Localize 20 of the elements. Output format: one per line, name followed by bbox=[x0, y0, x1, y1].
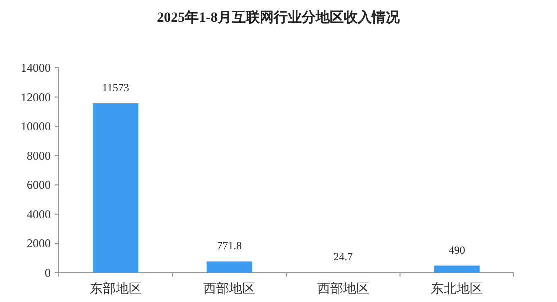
x-tick-label: 西部地区 bbox=[317, 281, 370, 296]
y-tick-label: 14000 bbox=[21, 61, 51, 75]
x-tick-label: 东部地区 bbox=[90, 281, 142, 296]
chart-title: 2025年1-8月互联网行业分地区收入情况 bbox=[157, 10, 401, 26]
y-tick-label: 12000 bbox=[21, 90, 51, 104]
y-tick-label: 0 bbox=[45, 266, 51, 280]
bar bbox=[434, 266, 480, 273]
data-label: 490 bbox=[448, 244, 466, 257]
y-tick-label: 10000 bbox=[21, 120, 51, 134]
y-tick-label: 8000 bbox=[27, 148, 51, 163]
data-label: 11573 bbox=[102, 82, 130, 95]
x-tick-label: 东北地区 bbox=[431, 281, 484, 296]
bar bbox=[206, 262, 252, 273]
y-tick-label: 2000 bbox=[27, 236, 51, 251]
y-tick-label: 6000 bbox=[27, 178, 51, 192]
data-label: 24.7 bbox=[334, 252, 354, 264]
x-tick-label: 西部地区 bbox=[204, 281, 256, 296]
bar bbox=[93, 104, 139, 273]
data-label: 771.8 bbox=[217, 240, 242, 253]
y-tick-label: 4000 bbox=[27, 207, 51, 222]
